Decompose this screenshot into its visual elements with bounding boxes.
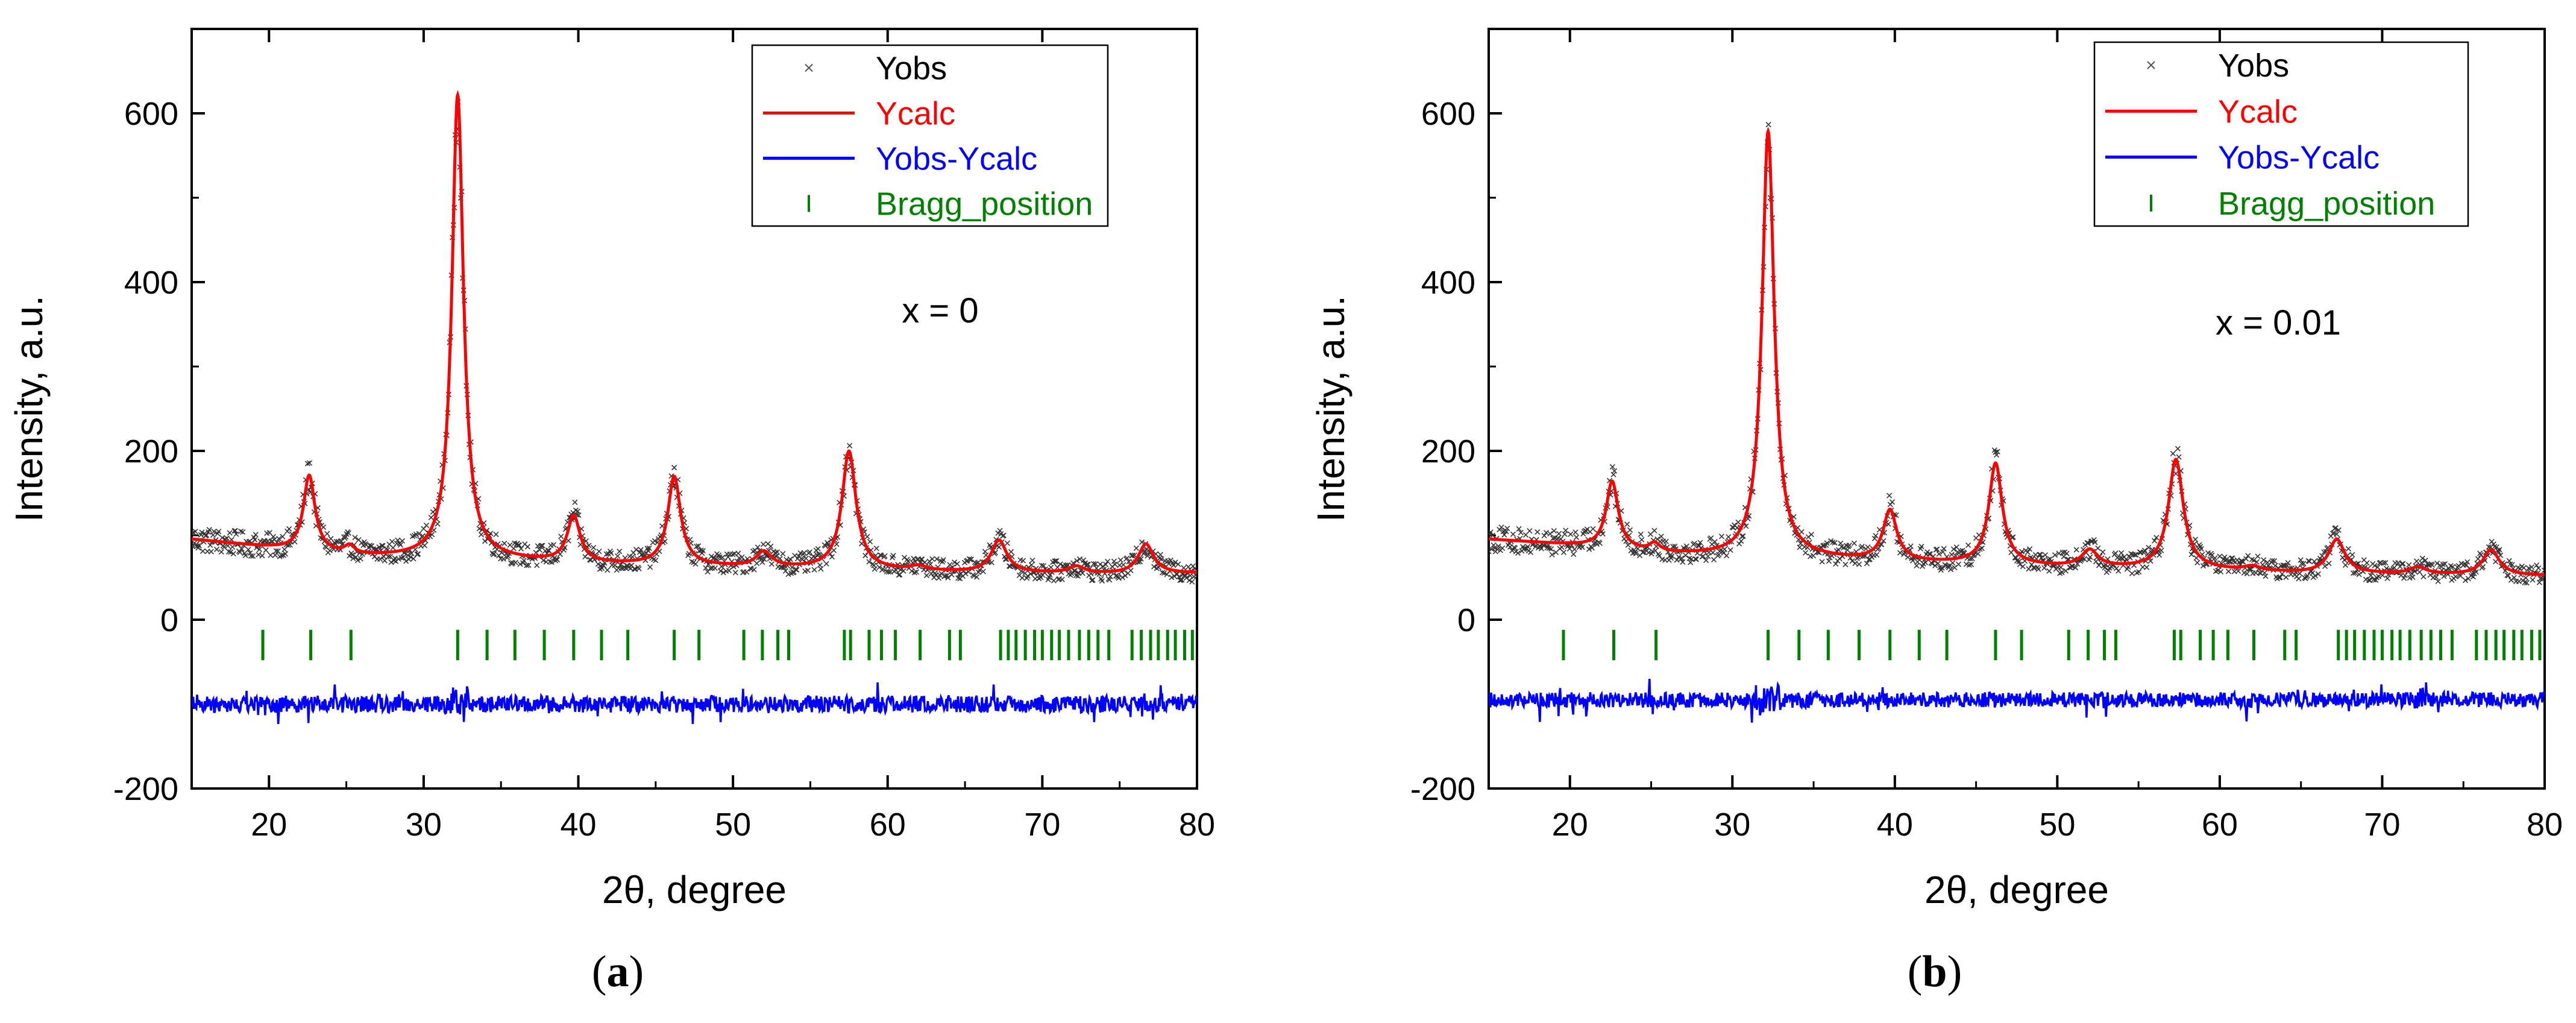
y-tick-label: 0 xyxy=(160,602,178,638)
x-tick-label: 50 xyxy=(715,807,751,843)
x-tick-label: 70 xyxy=(2364,807,2400,843)
panel-label-letter: a xyxy=(606,947,629,996)
legend-box xyxy=(2093,41,2469,227)
x-tick-label: 40 xyxy=(1877,807,1913,843)
x-tick-label: 40 xyxy=(560,807,596,843)
y-tick-label: 400 xyxy=(124,265,178,301)
composition-annotation: x = 0.01 xyxy=(2216,303,2341,342)
panel-b: 20 30 40 50 60 70 80 -200 0 200 400 600 2θ, degree In… xyxy=(1309,28,2563,911)
y-tick-label: 600 xyxy=(124,96,178,132)
y-axis-label: Intensity, a.u. xyxy=(7,295,51,522)
panel-a: 20 30 40 50 60 70 80 -200 0 200 400 600 2θ, degree In… xyxy=(7,28,1215,911)
legend-marker-yobs xyxy=(805,63,813,72)
panel-label-b: (b) xyxy=(1874,946,1995,998)
x-tick-label: 20 xyxy=(251,807,287,843)
x-tick-label: 30 xyxy=(406,807,442,843)
series-diff-line xyxy=(1489,679,2545,723)
plot-area xyxy=(192,90,1197,725)
x-tick-label: 20 xyxy=(1552,807,1588,843)
plot-frame xyxy=(190,28,1198,790)
plot-area xyxy=(1489,122,2545,723)
legend-label: Bragg_position xyxy=(876,186,1093,222)
y-tick-label: 600 xyxy=(1421,96,1475,132)
legend-label: Bragg_position xyxy=(2218,186,2435,222)
plot-frame xyxy=(1487,28,2546,790)
legend: Yobs Ycalc Yobs-Ycalc Bragg_position xyxy=(751,44,1109,227)
y-tick-label: 200 xyxy=(1421,433,1475,470)
panel-label-close: ) xyxy=(629,947,644,996)
panel-label-open: ( xyxy=(1907,947,1923,996)
legend: Yobs Ycalc Yobs-Ycalc Bragg_position xyxy=(2093,41,2469,227)
panel-label-letter: b xyxy=(1922,947,1947,996)
x-tick-label: 70 xyxy=(1024,807,1060,843)
panel-label-close: ) xyxy=(1947,947,1962,996)
legend-label: Ycalc xyxy=(876,96,955,132)
y-tick-label: 0 xyxy=(1457,602,1475,638)
legend-label: Yobs xyxy=(876,51,947,87)
series-yobs xyxy=(192,99,1197,585)
x-tick-label: 60 xyxy=(870,807,906,843)
x-tick-label: 50 xyxy=(2039,807,2075,843)
panel-label-a: (a) xyxy=(558,946,678,998)
x-axis-label: 2θ, degree xyxy=(1924,868,2109,911)
legend-label: Yobs-Ycalc xyxy=(2218,140,2380,176)
series-ycalc-line xyxy=(192,90,1197,574)
legend-box xyxy=(751,44,1109,227)
series-diff-line xyxy=(192,682,1197,725)
y-tick-label: -200 xyxy=(113,771,178,807)
series-ycalc-line xyxy=(1489,127,2545,576)
x-tick-label: 60 xyxy=(2202,807,2238,843)
legend-label: Ycalc xyxy=(2218,93,2298,130)
yobs-markers xyxy=(192,99,1197,585)
legend-marker-yobs xyxy=(2147,61,2155,69)
x-tick-label: 80 xyxy=(1179,807,1215,843)
composition-annotation: x = 0 xyxy=(902,291,978,330)
x-tick-label: 30 xyxy=(1714,807,1750,843)
legend-label: Yobs-Ycalc xyxy=(876,141,1037,177)
legend-label: Yobs xyxy=(2218,48,2289,84)
panel-label-open: ( xyxy=(591,947,607,996)
y-tick-label: 400 xyxy=(1421,265,1475,301)
x-axis-label: 2θ, degree xyxy=(602,868,787,911)
y-tick-label: -200 xyxy=(1410,771,1475,807)
y-axis-label: Intensity, a.u. xyxy=(1309,295,1352,522)
y-tick-label: 200 xyxy=(124,433,178,470)
x-tick-label: 80 xyxy=(2527,807,2563,843)
